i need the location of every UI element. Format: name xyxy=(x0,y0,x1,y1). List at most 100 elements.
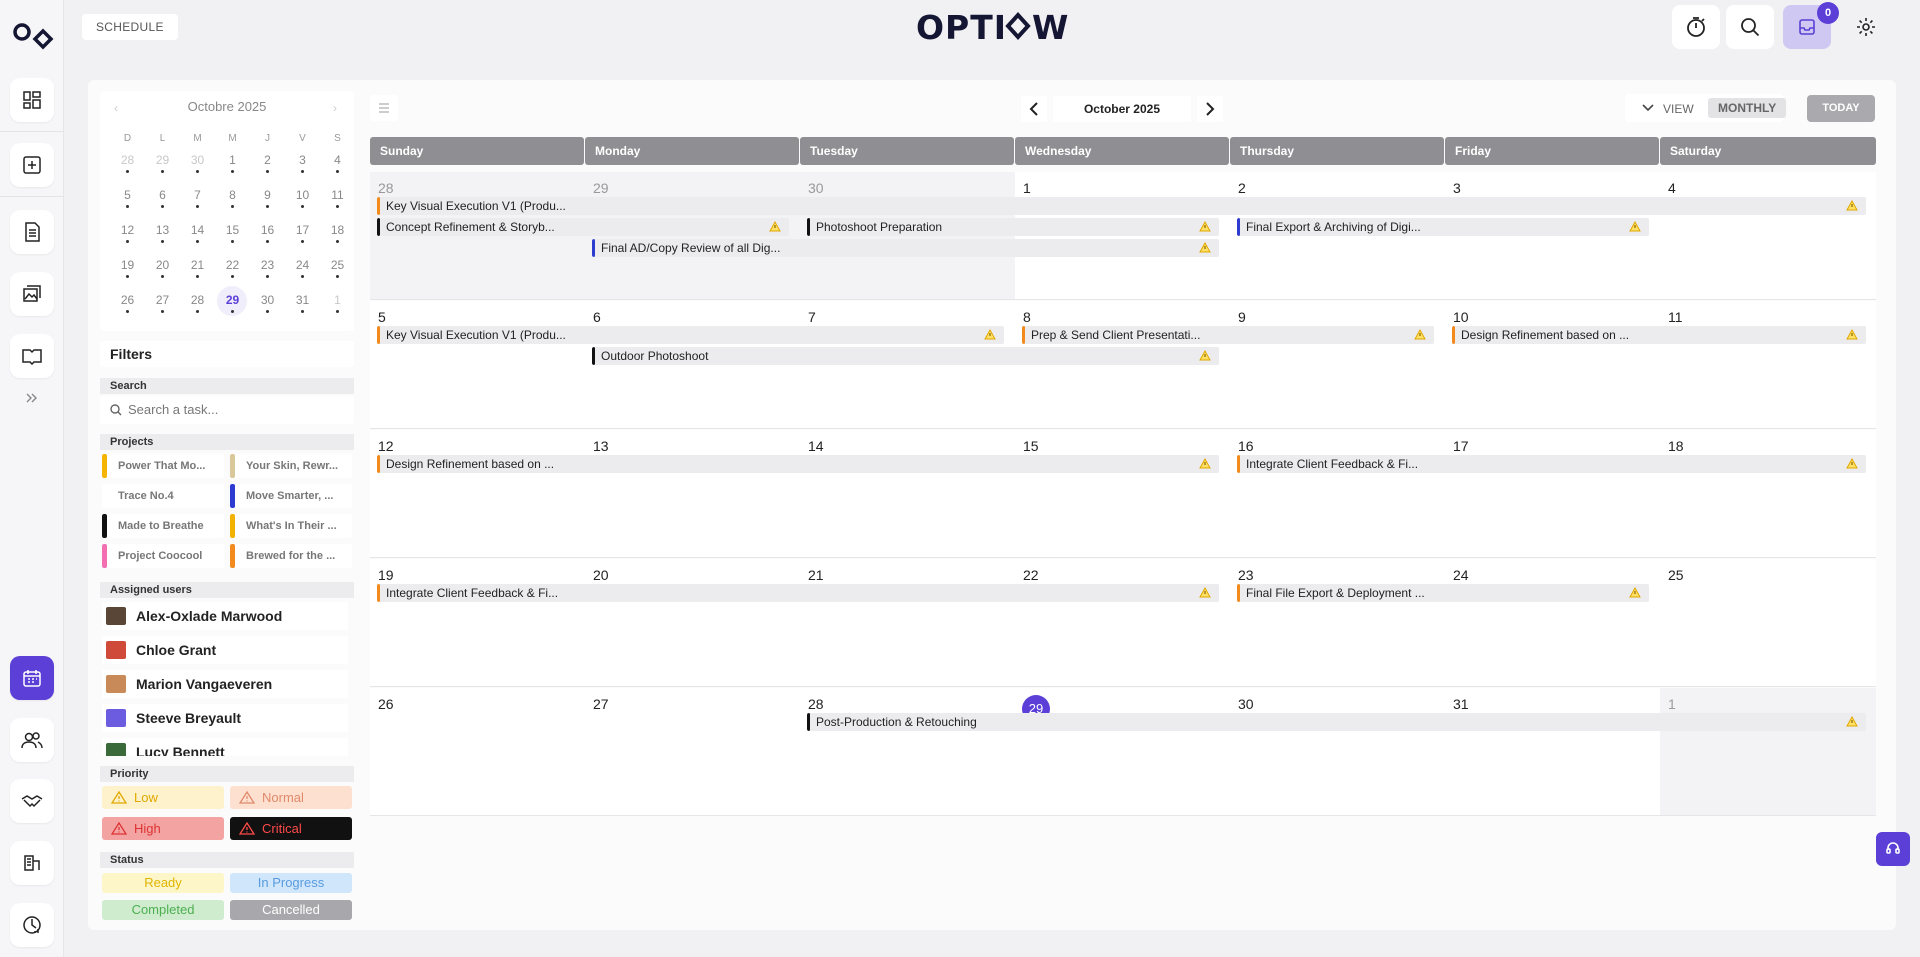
inbox-button[interactable]: 0 xyxy=(1783,2,1839,49)
settings-button[interactable] xyxy=(1842,5,1890,49)
mini-day[interactable]: 10 xyxy=(295,188,310,202)
project-filter[interactable]: What's In Their ... xyxy=(230,514,352,538)
day-number[interactable]: 22 xyxy=(1023,567,1039,583)
project-filter[interactable]: Project Coocool xyxy=(102,544,224,568)
mini-day[interactable]: 27 xyxy=(155,293,170,307)
calendar-event[interactable]: Key Visual Execution V1 (Produ... xyxy=(377,197,1866,215)
expand-icon[interactable] xyxy=(10,376,54,420)
project-filter[interactable]: Power That Mo... xyxy=(102,454,224,478)
day-number[interactable]: 26 xyxy=(378,696,394,712)
day-number[interactable]: 9 xyxy=(1238,309,1246,325)
day-number[interactable]: 28 xyxy=(808,696,824,712)
status-filter[interactable]: Ready xyxy=(102,873,224,893)
mini-day[interactable]: 19 xyxy=(120,258,135,272)
search-button[interactable] xyxy=(1726,5,1774,49)
day-number[interactable]: 28 xyxy=(378,180,394,196)
priority-filter[interactable]: Low xyxy=(102,786,224,809)
mini-day[interactable]: 28 xyxy=(120,153,135,167)
day-number[interactable]: 17 xyxy=(1453,438,1469,454)
project-filter[interactable]: Made to Breathe xyxy=(102,514,224,538)
view-selector[interactable]: VIEW MONTHLY xyxy=(1625,94,1787,122)
mini-day[interactable]: 4 xyxy=(334,153,341,167)
day-number[interactable]: 6 xyxy=(593,309,601,325)
day-number[interactable]: 25 xyxy=(1668,567,1684,583)
book-icon[interactable] xyxy=(10,334,54,378)
mini-day[interactable]: 29 xyxy=(155,153,170,167)
day-number[interactable]: 1 xyxy=(1668,696,1676,712)
status-filter[interactable]: Completed xyxy=(102,900,224,920)
day-number[interactable]: 27 xyxy=(593,696,609,712)
day-number[interactable]: 8 xyxy=(1023,309,1031,325)
mini-day[interactable]: 5 xyxy=(124,188,131,202)
day-number[interactable]: 3 xyxy=(1453,180,1461,196)
organization-icon[interactable] xyxy=(10,841,54,885)
mini-day[interactable]: 7 xyxy=(194,188,201,202)
mini-day[interactable]: 29 xyxy=(225,293,240,307)
calendar-icon[interactable] xyxy=(10,656,54,700)
day-number[interactable]: 24 xyxy=(1453,567,1469,583)
priority-filter[interactable]: Normal xyxy=(230,786,352,809)
calendar-event[interactable]: Prep & Send Client Presentati... xyxy=(1022,326,1434,344)
mini-day[interactable]: 26 xyxy=(120,293,135,307)
day-number[interactable]: 30 xyxy=(1238,696,1254,712)
dashboard-icon[interactable] xyxy=(10,78,54,122)
project-filter[interactable]: Move Smarter, ... xyxy=(230,484,352,508)
priority-filter[interactable]: Critical xyxy=(230,817,352,840)
project-filter[interactable]: Brewed for the ... xyxy=(230,544,352,568)
day-number[interactable]: 13 xyxy=(593,438,609,454)
day-number[interactable]: 18 xyxy=(1668,438,1684,454)
mini-day[interactable]: 25 xyxy=(330,258,345,272)
user-filter[interactable]: Chloe Grant xyxy=(102,636,348,664)
calendar-event[interactable]: Integrate Client Feedback & Fi... xyxy=(377,584,1219,602)
mini-day[interactable]: 21 xyxy=(190,258,205,272)
gallery-icon[interactable] xyxy=(10,272,54,316)
status-filter[interactable]: Cancelled xyxy=(230,900,352,920)
mini-day[interactable]: 30 xyxy=(190,153,205,167)
add-icon[interactable] xyxy=(10,143,54,187)
handshake-icon[interactable] xyxy=(10,779,54,823)
prev-month-button[interactable] xyxy=(1021,96,1047,122)
user-filter[interactable]: Marion Vangaeveren xyxy=(102,670,348,698)
day-number[interactable]: 14 xyxy=(808,438,824,454)
mini-day[interactable]: 28 xyxy=(190,293,205,307)
calendar-event[interactable]: Outdoor Photoshoot xyxy=(592,347,1219,365)
day-number[interactable]: 2 xyxy=(1238,180,1246,196)
users-icon[interactable] xyxy=(10,718,54,762)
next-month-button[interactable] xyxy=(1197,96,1223,122)
mini-day[interactable]: 9 xyxy=(264,188,271,202)
today-button[interactable]: TODAY xyxy=(1807,95,1875,122)
mini-day[interactable]: 12 xyxy=(120,223,135,237)
mini-day[interactable]: 8 xyxy=(229,188,236,202)
mini-day[interactable]: 23 xyxy=(260,258,275,272)
mini-day[interactable]: 13 xyxy=(155,223,170,237)
mini-day[interactable]: 30 xyxy=(260,293,275,307)
user-filter[interactable]: Steeve Breyault xyxy=(102,704,348,732)
project-filter[interactable]: Trace No.4 xyxy=(102,484,224,508)
analytics-icon[interactable] xyxy=(10,903,54,947)
mini-day[interactable]: 14 xyxy=(190,223,205,237)
mini-day[interactable]: 15 xyxy=(225,223,240,237)
day-number[interactable]: 1 xyxy=(1023,180,1031,196)
project-filter[interactable]: Your Skin, Rewr... xyxy=(230,454,352,478)
calendar-event[interactable]: Photoshoot Preparation xyxy=(807,218,1219,236)
day-number[interactable]: 31 xyxy=(1453,696,1469,712)
mini-prev-icon[interactable]: ‹ xyxy=(114,101,118,115)
day-number[interactable]: 12 xyxy=(378,438,394,454)
day-number[interactable]: 29 xyxy=(593,180,609,196)
mini-day[interactable]: 11 xyxy=(331,188,344,202)
user-filter[interactable]: Lucy Bennett xyxy=(102,738,348,756)
day-number[interactable]: 15 xyxy=(1023,438,1039,454)
mini-day[interactable]: 31 xyxy=(295,293,310,307)
mini-day[interactable]: 1 xyxy=(229,153,236,167)
day-number[interactable]: 5 xyxy=(378,309,386,325)
view-mode[interactable]: MONTHLY xyxy=(1708,98,1787,118)
search-input[interactable]: Search a task... xyxy=(100,396,354,424)
day-number[interactable]: 4 xyxy=(1668,180,1676,196)
day-number[interactable]: 21 xyxy=(808,567,824,583)
calendar-event[interactable]: Key Visual Execution V1 (Produ... xyxy=(377,326,1004,344)
calendar-event[interactable]: Design Refinement based on ... xyxy=(377,455,1219,473)
timer-button[interactable] xyxy=(1672,5,1720,49)
support-button[interactable] xyxy=(1876,832,1910,866)
app-logo-icon[interactable] xyxy=(10,14,54,50)
priority-filter[interactable]: High xyxy=(102,817,224,840)
